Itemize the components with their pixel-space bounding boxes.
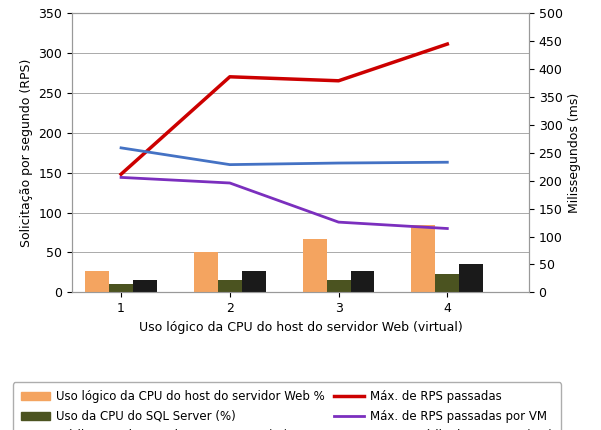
Bar xyxy=(435,274,459,292)
Legend: Uso lógico da CPU do host do servidor Web %, Uso da CPU do SQL Server (%), Média: Uso lógico da CPU do host do servidor We… xyxy=(13,382,561,430)
Bar xyxy=(85,271,109,292)
Bar xyxy=(326,280,350,292)
Y-axis label: Milissegundos (ms): Milissegundos (ms) xyxy=(568,92,581,213)
Y-axis label: Solicitação por segundo (RPS): Solicitação por segundo (RPS) xyxy=(20,58,33,247)
Bar xyxy=(242,271,266,292)
Bar xyxy=(303,239,326,292)
Bar xyxy=(459,264,483,292)
Bar xyxy=(218,280,242,292)
Bar xyxy=(412,224,435,292)
Bar xyxy=(194,252,218,292)
Bar xyxy=(109,284,133,292)
X-axis label: Uso lógico da CPU do host do servidor Web (virtual): Uso lógico da CPU do host do servidor We… xyxy=(139,321,462,334)
Bar xyxy=(133,280,157,292)
Bar xyxy=(350,271,374,292)
